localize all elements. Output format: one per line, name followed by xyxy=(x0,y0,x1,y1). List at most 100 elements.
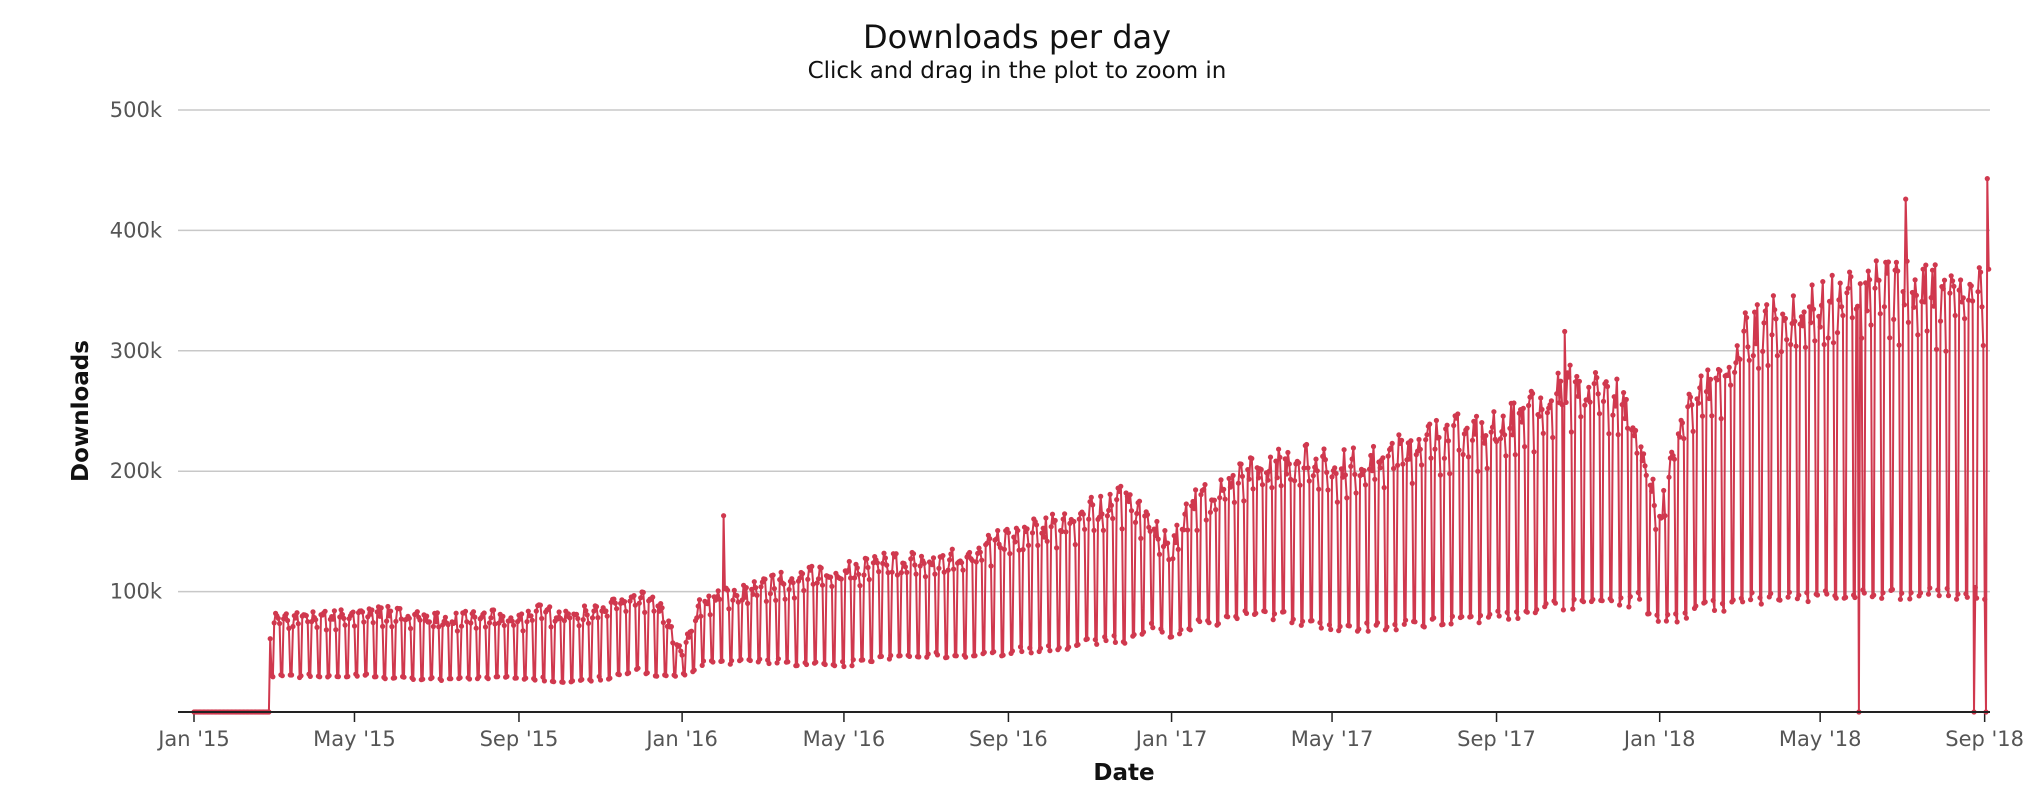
data-point xyxy=(1706,395,1712,402)
data-point xyxy=(339,611,345,618)
data-point xyxy=(1784,337,1790,343)
data-point xyxy=(472,614,478,620)
data-point xyxy=(1702,599,1708,605)
data-point xyxy=(367,611,374,617)
data-point xyxy=(305,619,311,625)
data-point xyxy=(902,564,909,570)
data-point xyxy=(1324,469,1330,475)
data-point xyxy=(1897,596,1903,602)
data-point xyxy=(1066,644,1072,650)
data-point xyxy=(1855,303,1861,309)
data-point xyxy=(314,624,320,631)
downloads-series[interactable] xyxy=(191,176,1992,715)
data-point xyxy=(433,619,439,625)
data-point xyxy=(993,536,1000,542)
data-point xyxy=(1132,519,1139,526)
data-point xyxy=(485,676,491,682)
data-point xyxy=(751,579,757,585)
data-point xyxy=(1911,304,1917,310)
data-point xyxy=(1500,413,1506,419)
data-point xyxy=(1203,517,1209,523)
data-point xyxy=(1019,648,1025,655)
data-point xyxy=(1453,415,1459,421)
data-point xyxy=(1201,486,1207,493)
data-point xyxy=(1428,455,1434,461)
data-point xyxy=(1512,452,1518,458)
data-point xyxy=(856,571,862,577)
data-point xyxy=(1935,587,1941,593)
data-point xyxy=(1140,629,1147,635)
data-point xyxy=(473,625,479,631)
data-point xyxy=(1433,417,1439,424)
data-point xyxy=(1072,542,1078,548)
data-point xyxy=(1873,258,1879,264)
data-point xyxy=(695,603,701,609)
data-point xyxy=(1619,402,1625,408)
data-point xyxy=(1671,456,1677,462)
data-point xyxy=(1285,449,1291,456)
data-point xyxy=(1238,461,1244,467)
data-point xyxy=(1090,502,1096,508)
data-point xyxy=(510,622,517,628)
data-point xyxy=(1185,527,1191,533)
data-point xyxy=(626,670,632,676)
data-point xyxy=(588,678,594,684)
data-point xyxy=(688,628,695,634)
data-point xyxy=(691,667,697,673)
data-point xyxy=(1697,385,1703,391)
data-point xyxy=(869,658,875,665)
data-point xyxy=(270,674,276,680)
data-point xyxy=(815,576,822,582)
data-point xyxy=(773,597,779,603)
data-point xyxy=(828,574,834,580)
data-point xyxy=(1337,623,1343,630)
data-point xyxy=(898,570,905,576)
data-point xyxy=(1884,270,1890,276)
data-point xyxy=(1098,493,1104,499)
data-point xyxy=(912,562,918,568)
data-point xyxy=(1786,589,1792,595)
data-point xyxy=(1265,477,1271,483)
data-point xyxy=(1674,619,1680,625)
data-point xyxy=(893,551,899,557)
data-point xyxy=(1075,642,1081,648)
data-point xyxy=(1341,447,1347,453)
data-point xyxy=(984,540,990,546)
data-point xyxy=(1980,342,1986,349)
data-point xyxy=(1504,609,1510,616)
data-point xyxy=(1000,652,1006,658)
data-point xyxy=(745,600,751,607)
data-point xyxy=(1940,286,1946,292)
data-point xyxy=(1839,304,1845,310)
data-point xyxy=(754,592,760,598)
data-point xyxy=(1399,437,1405,443)
data-point xyxy=(1615,432,1621,438)
data-point xyxy=(603,608,609,614)
data-point xyxy=(729,658,735,664)
data-point xyxy=(1522,444,1528,450)
data-point xyxy=(1325,487,1331,493)
data-point xyxy=(1635,589,1641,596)
data-point xyxy=(1945,593,1952,599)
data-point xyxy=(1591,381,1597,387)
data-point xyxy=(627,598,633,604)
data-point xyxy=(682,672,688,678)
data-point xyxy=(1709,413,1715,419)
data-point xyxy=(1392,621,1398,628)
data-point xyxy=(1475,468,1481,474)
data-point xyxy=(1536,413,1542,419)
data-point xyxy=(1318,625,1324,631)
data-point xyxy=(1476,620,1482,626)
data-point xyxy=(513,675,519,681)
data-point xyxy=(1471,418,1477,424)
data-point xyxy=(289,672,295,678)
data-point xyxy=(632,602,638,608)
data-point xyxy=(1695,400,1702,406)
data-point xyxy=(377,613,383,619)
data-point xyxy=(1456,447,1462,453)
x-tick-label: May '16 xyxy=(803,727,886,751)
data-point xyxy=(1806,304,1813,310)
data-point xyxy=(331,608,337,614)
data-point xyxy=(277,620,283,627)
